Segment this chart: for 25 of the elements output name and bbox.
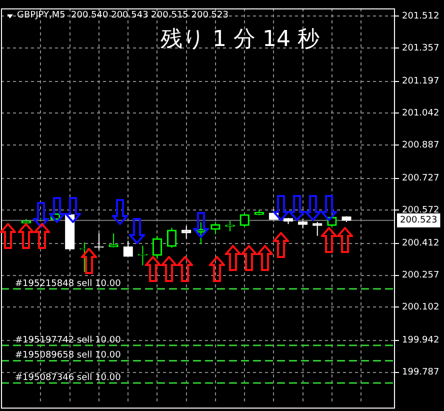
ref-line-label: 200.523 [400, 216, 438, 226]
y-tick-label: 200.412 [402, 238, 440, 249]
candlestick [312, 222, 322, 236]
annotation: 残り 1 分 14 秒 [160, 27, 320, 52]
y-tick-label: 199.787 [402, 368, 440, 378]
y-tick-label: 200.102 [402, 302, 440, 313]
y-tick-label: 201.197 [402, 76, 440, 87]
y-tick-label: 200.257 [402, 270, 440, 281]
y-tick-label: 201.042 [402, 108, 440, 119]
ref-line-label: #195215848 sell 10.00 [15, 278, 122, 289]
y-tick-label: 201.512 [402, 12, 440, 22]
y-tick-label: 200.727 [402, 174, 440, 184]
chart-title: GBPJPY,M5 200.540 200.543 200.515 200.523 [17, 10, 228, 21]
candlestick [94, 232, 104, 250]
y-tick-label: 200.887 [402, 140, 440, 151]
ref-line-label: #195087346 sell 10.00 [15, 372, 122, 383]
candlestick [182, 226, 192, 240]
ref-line-label: #195197742 sell 10.00 [15, 335, 122, 346]
y-tick-label: 201.357 [402, 44, 440, 54]
y-tick-label: 200.572 [402, 206, 440, 216]
y-tick-label: 199.942 [402, 336, 440, 346]
candlestick [166, 227, 177, 248]
candlestick [210, 222, 220, 235]
ref-line-label: #195089658 sell 10.00 [15, 350, 122, 361]
candlestick [152, 235, 162, 260]
